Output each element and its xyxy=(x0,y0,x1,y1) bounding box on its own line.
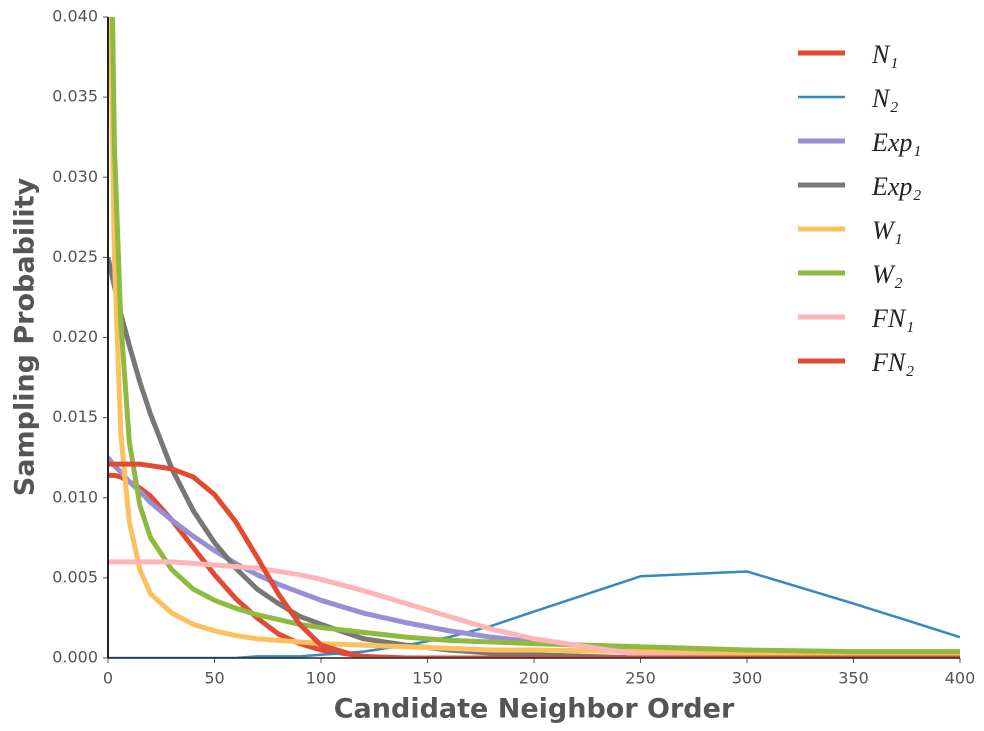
legend-label: W₁ xyxy=(872,216,903,245)
y-axis-label: Sampling Probability xyxy=(10,177,41,496)
x-tick-label: 300 xyxy=(732,669,763,688)
x-tick-label: 50 xyxy=(204,669,224,688)
y-tick-label: 0.010 xyxy=(52,487,98,506)
x-axis-label: Candidate Neighbor Order xyxy=(334,694,735,725)
legend-label: FN₁ xyxy=(871,304,914,333)
series-line xyxy=(108,559,960,658)
y-tick-label: 0.000 xyxy=(52,648,98,667)
legend-label: FN₂ xyxy=(871,348,914,377)
y-tick-label: 0.015 xyxy=(52,407,98,426)
legend-label: N₁ xyxy=(871,40,898,69)
series-line xyxy=(108,456,960,658)
x-tick-label: 100 xyxy=(306,669,337,688)
legend-label: Exp₁ xyxy=(871,128,921,157)
series-line xyxy=(108,17,960,656)
x-tick-label: 250 xyxy=(625,669,656,688)
x-tick-label: 200 xyxy=(519,669,550,688)
series-line xyxy=(108,461,960,658)
y-tick-label: 0.035 xyxy=(52,87,98,106)
legend-label: Exp₂ xyxy=(871,172,921,201)
y-tick-label: 0.040 xyxy=(52,7,98,26)
x-tick-label: 400 xyxy=(945,669,976,688)
y-tick-label: 0.020 xyxy=(52,327,98,346)
x-tick-label: 150 xyxy=(412,669,443,688)
plot-area xyxy=(108,17,960,658)
series-line xyxy=(108,570,960,658)
y-tick-label: 0.030 xyxy=(52,167,98,186)
legend-label: W₂ xyxy=(872,260,903,289)
y-tick-label: 0.005 xyxy=(52,567,98,586)
x-tick-label: 350 xyxy=(838,669,869,688)
y-tick-label: 0.025 xyxy=(52,247,98,266)
legend-label: N₂ xyxy=(871,84,898,113)
x-tick-label: 0 xyxy=(103,669,113,688)
